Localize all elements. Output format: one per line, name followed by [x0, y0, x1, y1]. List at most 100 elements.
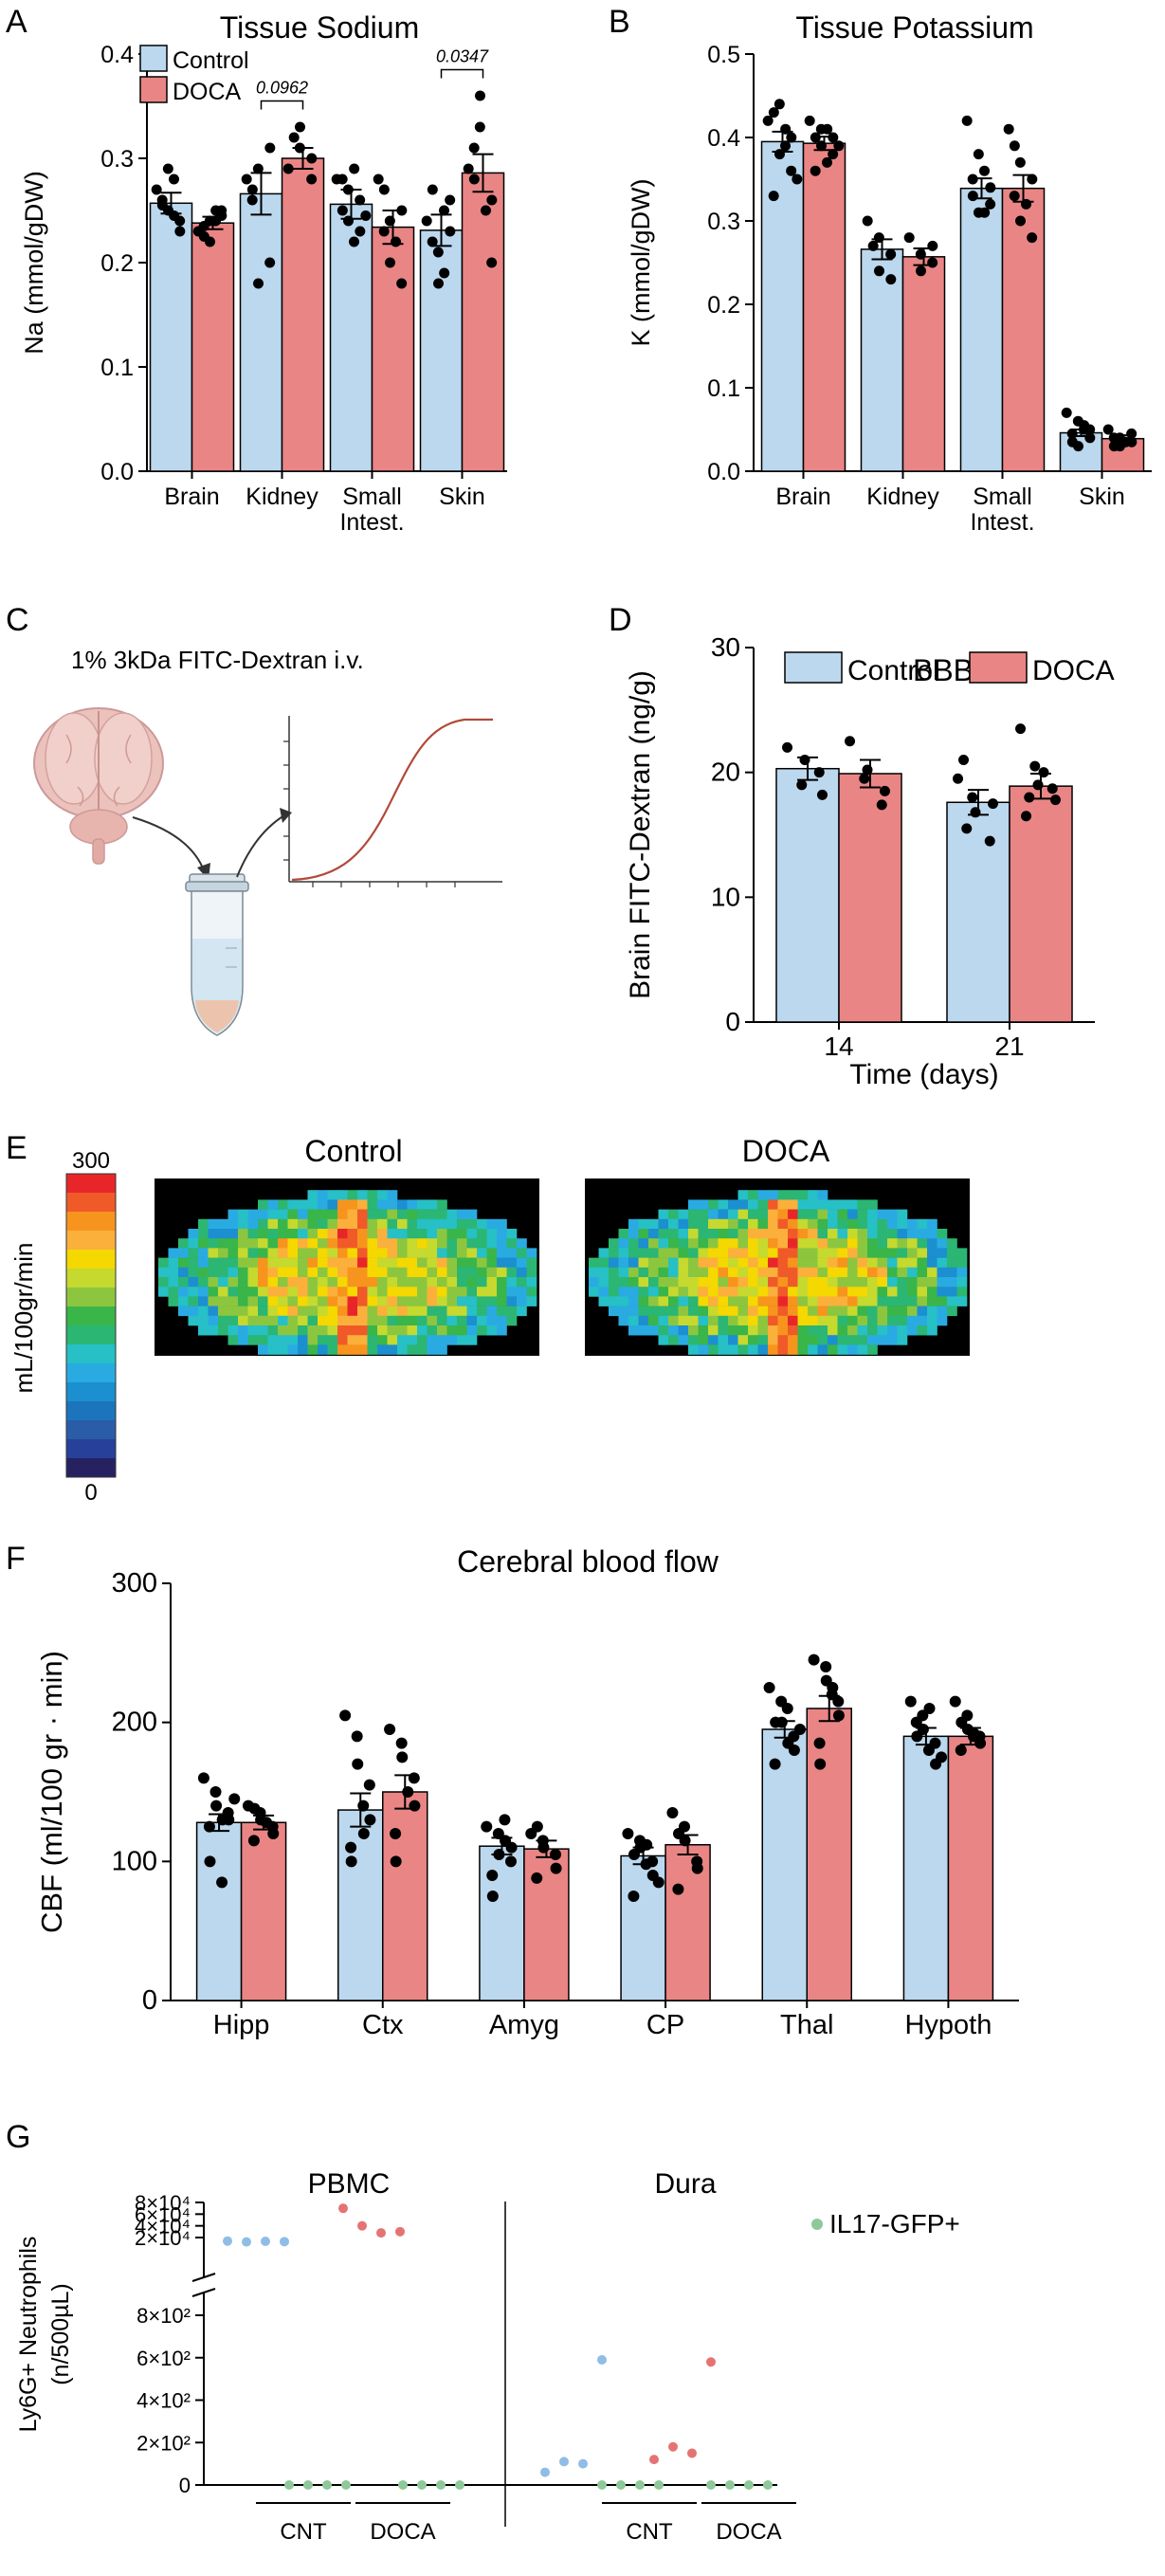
data-point: [873, 232, 884, 244]
heatmap-cell: [377, 1257, 388, 1269]
data-point: [786, 132, 797, 143]
heatmap-cell: [808, 1238, 818, 1249]
heatmap-cell: [867, 1229, 878, 1239]
heatmap-cell: [506, 1315, 518, 1326]
y-axis-label: CBF (ml/100 gr · min): [35, 1651, 68, 1933]
heatmap-cell: [446, 1229, 458, 1239]
heatmap-cell: [748, 1238, 758, 1249]
heatmap-cell: [427, 1218, 438, 1230]
heatmap-cell: [589, 1277, 599, 1288]
x-tick-label: Hypoth: [904, 2010, 992, 2040]
x-tick-label: Ctx: [362, 2010, 404, 2040]
heatmap-cell: [917, 1238, 928, 1249]
heatmap-cell: [777, 1190, 789, 1200]
heatmap-cell: [337, 1277, 348, 1288]
heatmap-cell: [867, 1306, 878, 1317]
heatmap-cell: [828, 1248, 838, 1258]
heatmap-cell: [377, 1209, 388, 1220]
heatmap-cell: [318, 1335, 328, 1345]
heatmap-cell: [927, 1238, 937, 1249]
data-point: [1108, 432, 1119, 444]
heatmap-cell: [837, 1335, 848, 1345]
heatmap-cell: [658, 1218, 669, 1230]
heatmap-cell: [768, 1238, 778, 1249]
heatmap-cell: [258, 1238, 268, 1249]
heatmap-cell: [947, 1238, 957, 1249]
heatmap-cell: [477, 1296, 487, 1306]
heatmap-cell: [267, 1209, 279, 1220]
group-title-dura: Dura: [654, 2168, 716, 2200]
heatmap-cell: [618, 1248, 629, 1258]
heatmap-cell: [897, 1218, 908, 1230]
heatmap-cell: [437, 1248, 447, 1258]
heatmap-cell: [267, 1344, 279, 1355]
heatmap-cell: [808, 1344, 818, 1355]
heatmap-cell: [198, 1248, 209, 1258]
heatmap-cell: [609, 1277, 619, 1288]
heatmap-cell: [298, 1325, 308, 1336]
heatmap-cell: [287, 1218, 299, 1230]
heatmap-cell: [768, 1257, 778, 1269]
heatmap-cell: [327, 1325, 338, 1336]
heatmap-cell: [907, 1248, 918, 1258]
panel-letter-g: G: [6, 2119, 30, 2155]
heatmap-cell: [678, 1267, 689, 1278]
heatmap-cell: [307, 1209, 319, 1220]
y-tick-label: 8×10²: [137, 2304, 191, 2328]
data-point: [504, 1855, 517, 1868]
dura-cnt-gfp-point: [616, 2480, 626, 2490]
heatmap-cell: [797, 1306, 809, 1317]
heatmap-cell: [698, 1315, 709, 1326]
y-tick-label: 20: [711, 758, 740, 787]
heatmap-cell: [737, 1287, 749, 1297]
heatmap-cell: [748, 1248, 758, 1258]
heatmap-cell: [877, 1218, 888, 1230]
heatmap-cell: [168, 1257, 179, 1269]
heatmap-cell: [168, 1267, 179, 1278]
heatmap-cell: [887, 1296, 898, 1306]
heatmap-cell: [718, 1335, 729, 1345]
heatmap-cell: [457, 1277, 467, 1288]
heatmap-cell: [708, 1199, 719, 1210]
heatmap-cell: [777, 1287, 789, 1297]
panel-letter-b: B: [609, 4, 630, 40]
heatmap-cell: [208, 1238, 219, 1249]
data-point: [267, 1828, 280, 1839]
heatmap-cell: [937, 1287, 948, 1297]
heatmap-cell: [927, 1277, 937, 1288]
data-point: [1014, 156, 1026, 168]
heatmap-cell: [737, 1315, 749, 1326]
heatmap-cell: [867, 1315, 878, 1326]
heatmap-cell: [466, 1325, 478, 1336]
heatmap-cell: [718, 1248, 729, 1258]
heatmap-cell: [228, 1335, 239, 1345]
pbmc-cnt-gfp-point: [322, 2480, 332, 2490]
data-point: [352, 1758, 364, 1770]
heatmap-cell: [188, 1267, 199, 1278]
x-tick-label: Small: [342, 484, 402, 510]
bar: [761, 1728, 808, 2001]
heatmap-cell: [357, 1199, 368, 1210]
heatmap-cell: [808, 1229, 818, 1239]
heatmap-cell: [757, 1287, 769, 1297]
heatmap-cell: [446, 1277, 458, 1288]
bar: [382, 1791, 428, 2001]
heatmap-cell: [688, 1277, 699, 1288]
heatmap-cell: [188, 1277, 199, 1288]
heatmap-cell: [808, 1287, 818, 1297]
data-point: [162, 163, 173, 174]
heatmap-cell: [907, 1277, 918, 1288]
heatmap-cell: [897, 1267, 908, 1278]
heatmap-cell: [337, 1238, 348, 1249]
data-point: [961, 115, 973, 126]
heatmap-cell: [688, 1325, 699, 1336]
heatmap-cell: [228, 1257, 239, 1269]
heatmap-cell: [718, 1267, 729, 1278]
heatmap-cell: [337, 1267, 348, 1278]
heatmap-cell: [247, 1267, 259, 1278]
heatmap-cell: [407, 1209, 418, 1220]
heatmap-cell: [497, 1315, 507, 1326]
heatmap-cell: [427, 1209, 438, 1220]
heatmap-cell: [267, 1287, 279, 1297]
heatmap-cell: [347, 1296, 358, 1306]
